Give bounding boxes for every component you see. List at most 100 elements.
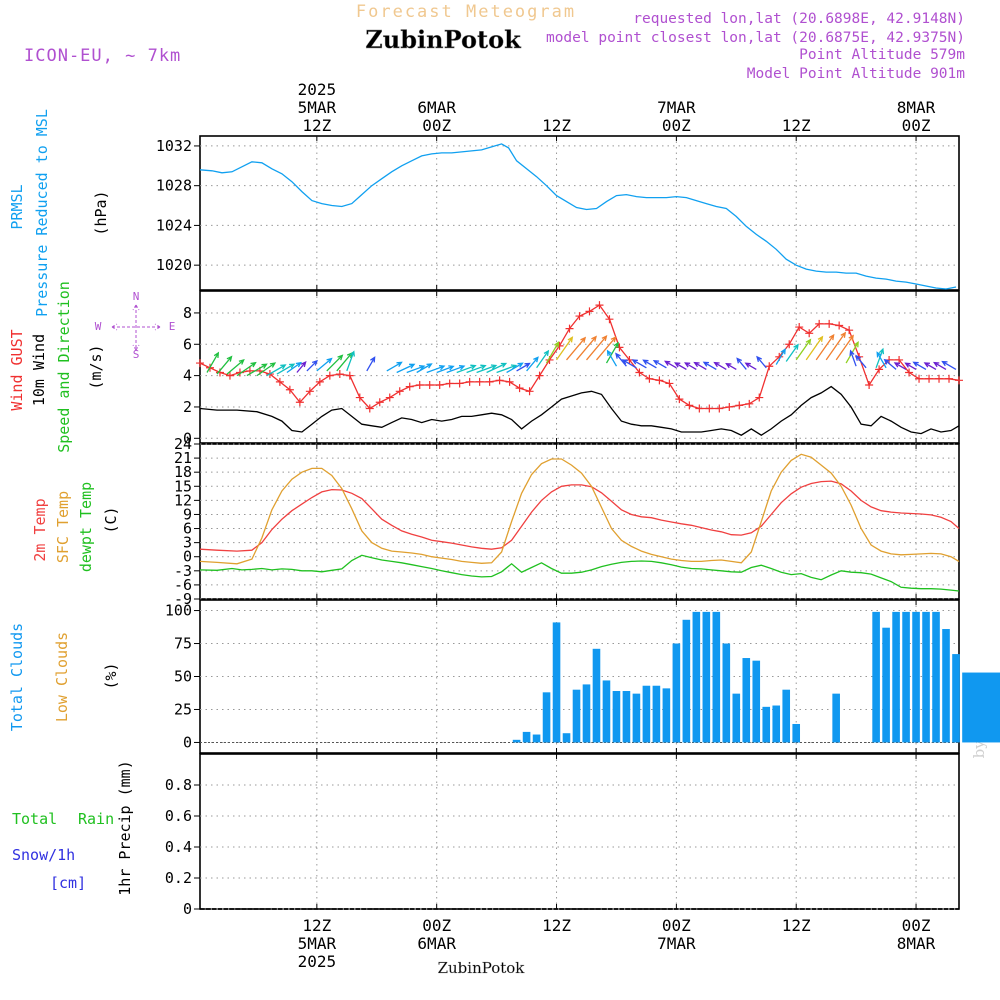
wind-arrow <box>306 359 318 372</box>
top-title: Forecast Meteogram <box>356 2 576 22</box>
gust-marker <box>725 402 734 411</box>
cloud-bar <box>562 733 571 743</box>
label-ms: (m/s) <box>87 344 105 389</box>
wind-arrow <box>206 351 220 373</box>
y-tick-label: 4 <box>183 367 192 385</box>
cloud-bar <box>692 611 701 743</box>
label-hpa: (hPa) <box>92 190 110 235</box>
panel-labels: PRMSL Pressure Reduced to MSL (hPa) Wind GU… <box>8 109 175 896</box>
y-tick-label: 6 <box>183 520 192 538</box>
label-10m-wind: 10m Wind <box>30 334 48 406</box>
y-tick-label: 8 <box>183 304 192 322</box>
compass-s: S <box>133 348 140 361</box>
gust-marker <box>465 377 474 386</box>
wind-arrow <box>396 363 416 374</box>
cloud-bar <box>942 629 950 743</box>
gust-marker <box>695 404 704 413</box>
wind-arrow <box>576 335 597 361</box>
bottom-tick-label: 12Z <box>782 916 811 935</box>
wind-arrow <box>615 352 627 367</box>
bottom-tick-label: 7MAR <box>657 934 696 953</box>
wind-arrow <box>805 335 824 361</box>
cloud-bar <box>612 691 621 743</box>
gust-marker <box>675 395 684 404</box>
wind-arrow <box>246 363 268 377</box>
gust-marker <box>505 377 514 386</box>
wind-arrow <box>416 363 433 374</box>
wind-arrow <box>941 360 957 370</box>
gust-marker <box>275 377 284 386</box>
gust-marker <box>445 379 454 388</box>
bottom-tick-label: 12Z <box>302 916 331 935</box>
gust-marker <box>805 329 814 338</box>
cloud-bar <box>782 689 791 743</box>
wind-arrow <box>516 362 531 372</box>
wind-arrow <box>406 365 426 374</box>
y-tick-label: 0.4 <box>165 838 192 856</box>
panel-precip: 0 0.2 0.4 0.6 0.8 <box>165 753 960 918</box>
cloud-bar <box>952 654 960 743</box>
y-tick-label: 18 <box>174 463 192 481</box>
y-tick-label: 24 <box>174 435 192 453</box>
closest-coords: model point closest lon,lat (20.6875E, 4… <box>546 30 965 46</box>
cloud-bar <box>552 622 561 743</box>
bottom-tick-label: 00Z <box>902 916 931 935</box>
wind-arrow <box>316 357 333 372</box>
wind-arrow <box>893 362 907 370</box>
wind-arrow <box>674 362 687 370</box>
wind-arrow <box>596 336 617 361</box>
cloud-bar <box>602 680 611 743</box>
wind-arrow <box>606 349 618 367</box>
wind-arrow <box>256 362 277 377</box>
gust-marker <box>635 368 644 377</box>
wind-arrow <box>684 362 697 370</box>
gust-marker <box>835 321 844 330</box>
y-tick-label: 75 <box>174 635 192 653</box>
top-tick-label: 00Z <box>662 116 691 135</box>
gust-marker <box>845 326 854 335</box>
wind-arrow <box>815 333 835 361</box>
wind-arrow <box>276 363 296 375</box>
gust-marker <box>355 393 364 402</box>
bottom-tick-label: 8MAR <box>897 934 936 953</box>
series-line <box>199 554 960 592</box>
series-line <box>199 143 957 290</box>
gust-marker <box>875 365 884 374</box>
gust-marker <box>196 359 204 368</box>
label-sfc-temp: SFC Temp <box>54 491 72 563</box>
y-tick-label: 15 <box>174 477 192 495</box>
y-tick-label: -3 <box>174 562 192 580</box>
y-tick-label: 21 <box>174 449 192 467</box>
wind-arrow <box>326 354 344 372</box>
cloud-bar <box>792 723 801 743</box>
wind-arrow <box>904 362 917 370</box>
wind-arrow <box>605 341 619 364</box>
wind-arrow <box>663 360 677 369</box>
wind-arrow <box>631 359 647 369</box>
cloud-bar <box>832 693 840 743</box>
wind-arrow <box>446 365 466 374</box>
cloud-bar <box>772 705 781 743</box>
gust-marker <box>585 307 594 316</box>
gust-marker <box>755 393 764 402</box>
y-tick-label: 1028 <box>156 177 192 195</box>
gust-marker <box>735 401 744 410</box>
label-wind-gust: Wind GUST <box>8 329 26 410</box>
requested-coords: requested lon,lat (20.6898E, 42.9148N) <box>633 11 965 27</box>
gust-marker <box>905 368 914 377</box>
gust-marker <box>285 385 294 394</box>
cloud-bar <box>742 658 751 743</box>
cloud-bar <box>652 685 661 743</box>
series-line <box>199 385 960 436</box>
top-tick-label: 7MAR <box>657 98 696 117</box>
top-tick-label: 00Z <box>422 116 451 135</box>
cloud-bar <box>922 611 930 743</box>
cloud-bar <box>542 692 551 743</box>
wind-arrow <box>713 361 727 370</box>
wind-arrow <box>555 336 574 361</box>
panel-frame <box>199 135 960 291</box>
wind-arrow <box>366 356 376 372</box>
y-tick-label: 0 <box>183 548 192 566</box>
y-tick-label: 0 <box>183 429 192 447</box>
